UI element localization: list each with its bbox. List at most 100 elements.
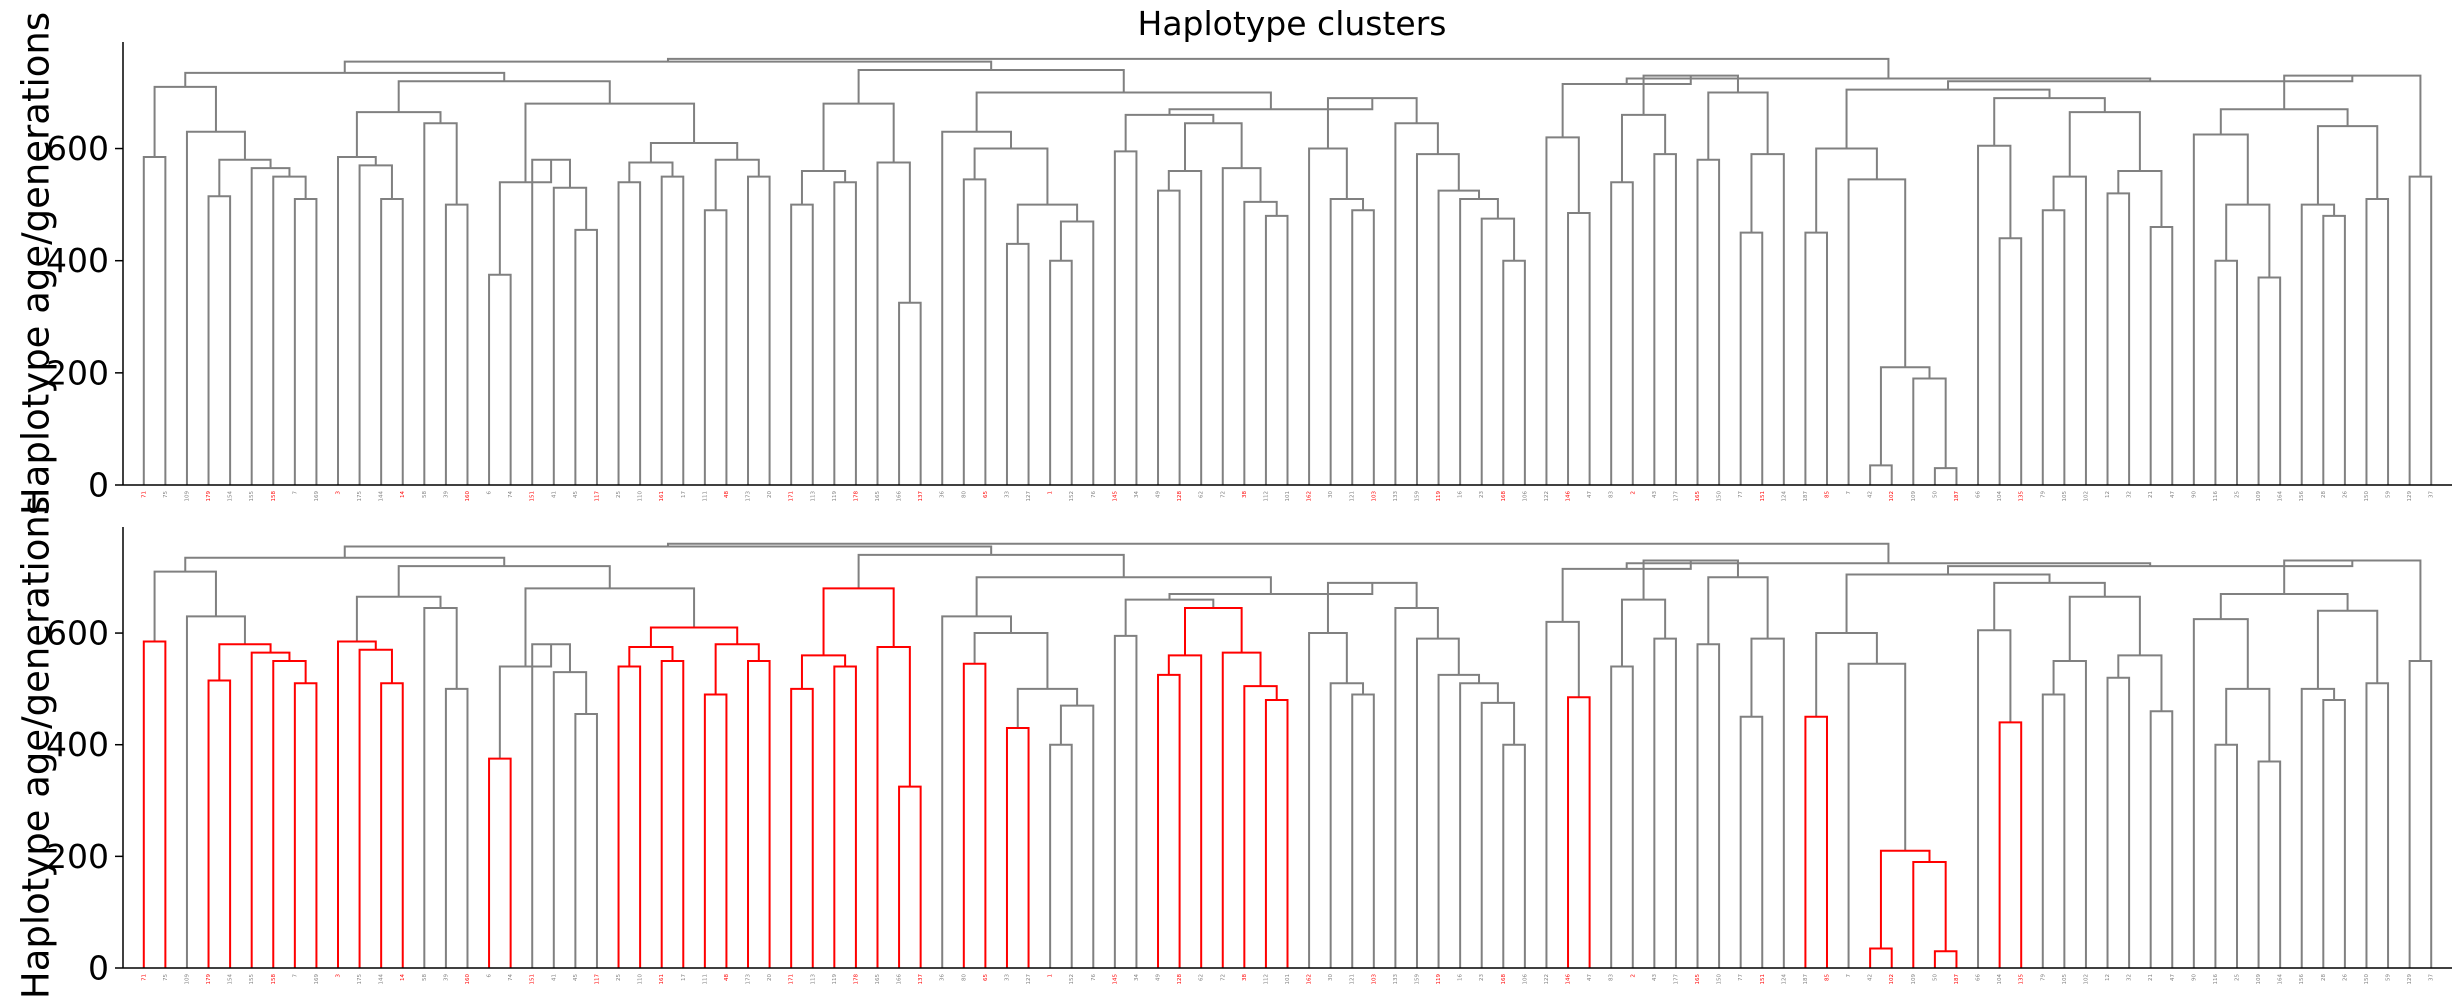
leaf-label: 41	[551, 974, 557, 981]
leaf-label: 116	[2213, 491, 2219, 502]
dendrogram-link	[1243, 200, 1278, 485]
dendrogram-link	[1845, 88, 2051, 149]
leaf-label: 59	[2386, 974, 2392, 981]
dendrogram-link	[628, 161, 674, 183]
leaf-label: 12	[2105, 974, 2111, 981]
dendrogram-link	[250, 167, 291, 485]
leaf-label: 151	[530, 974, 536, 985]
dendrogram-link	[1653, 153, 1677, 485]
dendrogram-link	[2257, 276, 2282, 485]
leaf-label: 14	[400, 974, 406, 981]
dendrogram-link	[2219, 108, 2349, 135]
leaf-label: 25	[616, 974, 622, 981]
dendrogram-link	[660, 175, 685, 485]
dendrogram-link	[1739, 231, 1764, 485]
leaf-label: 37	[2429, 974, 2435, 981]
dendrogram-link	[1016, 687, 1079, 728]
leaf-label: 128	[1177, 974, 1183, 985]
dendrogram-link	[1696, 158, 1721, 485]
leaf-label: 119	[1436, 491, 1442, 502]
leaf-label: 154	[228, 491, 234, 502]
dendrogram-link	[628, 646, 674, 667]
leaf-label: 79	[2040, 491, 2046, 498]
dendrogram-link	[1847, 178, 1907, 485]
leaf-label: 169	[314, 491, 320, 502]
dendrogram-link	[1750, 637, 1785, 968]
dendrogram-link	[1567, 212, 1591, 485]
dendrogram-link	[1168, 582, 1374, 600]
dendrogram-link	[975, 576, 1272, 617]
leaf-label: 145	[1112, 974, 1118, 985]
dendrogram-link	[1005, 242, 1030, 485]
leaf-label: 171	[789, 974, 795, 985]
leaf-label: 156	[2299, 491, 2305, 502]
dendrogram-link	[1168, 98, 1374, 115]
dendrogram-link	[153, 570, 217, 642]
dendrogram-link	[293, 682, 318, 968]
dendrogram-link	[2192, 618, 2249, 968]
leaf-label: 164	[2278, 974, 2284, 985]
dendrogram-link	[2316, 609, 2379, 689]
dendrogram-link	[293, 198, 318, 485]
leaf-label: 79	[2040, 974, 2046, 981]
leaf-label: 50	[1932, 974, 1938, 981]
dendrogram-link	[1157, 673, 1181, 968]
dendrogram-link	[1437, 673, 1481, 968]
leaf-label: 90	[2191, 974, 2197, 981]
leaf-label: 129	[2407, 974, 2413, 985]
leaf-label: 121	[1350, 974, 1356, 985]
y-tick-label: 400	[46, 241, 109, 280]
leaf-label: 119	[832, 491, 838, 502]
dendrogram-link	[355, 595, 442, 642]
leaf-label: 26	[2342, 974, 2348, 981]
dendrogram-link	[1351, 693, 1375, 968]
leaf-label: 117	[594, 491, 600, 502]
leaf-label: 83	[1609, 491, 1615, 498]
dendrogram-link	[2214, 259, 2238, 485]
leaf-label: 7	[292, 491, 298, 495]
dendrogram-link	[1124, 598, 1215, 636]
dendrogram-link	[524, 102, 696, 183]
leaf-label: 103	[1371, 974, 1377, 985]
leaf-label: 110	[638, 974, 644, 985]
leaf-label: 109	[184, 974, 190, 985]
dendrogram-link	[1696, 643, 1721, 968]
leaf-label: 187	[1954, 974, 1960, 985]
dendrogram-link	[857, 69, 1125, 104]
leaf-label: 150	[1717, 974, 1723, 985]
dendrogram-link	[1545, 620, 1580, 968]
dendrogram-link	[962, 662, 987, 968]
leaf-label: 41	[551, 491, 557, 498]
dendrogram-link	[1610, 665, 1634, 968]
dendrogram-link	[1912, 377, 1947, 485]
dendrogram-link	[444, 687, 469, 968]
leaf-label: 12	[2105, 491, 2111, 498]
leaf-label: 177	[1673, 974, 1679, 985]
dendrogram-link	[1642, 559, 1739, 600]
leaf-label: 119	[1436, 974, 1442, 985]
leaf-label: 144	[379, 491, 385, 502]
dendrogram-link	[2041, 209, 2066, 485]
leaf-label: 7	[1846, 491, 1852, 495]
leaf-label: 39	[443, 491, 449, 498]
leaf-label: 164	[2278, 491, 2284, 502]
dendrogram-link	[1049, 259, 1073, 485]
dendrogram-link	[552, 186, 588, 485]
leaf-label: 151	[1760, 974, 1766, 985]
leaf-label: 104	[1997, 491, 2003, 502]
dendrogram-link	[1459, 198, 1499, 485]
dendrogram-link	[800, 654, 847, 689]
dendrogram-link	[1815, 147, 1878, 233]
leaf-label: 165	[875, 974, 881, 985]
chart-title: Haplotype clusters	[1138, 4, 1447, 43]
dendrogram-link	[617, 665, 642, 968]
dendrogram-link	[2365, 198, 2390, 485]
dendrogram-link	[1879, 366, 1931, 466]
leaf-label: 102	[2083, 491, 2089, 502]
leaf-label: 28	[2321, 491, 2327, 498]
dendrogram-link	[2316, 125, 2379, 205]
dendrogram-link	[1016, 203, 1079, 244]
leaf-label: 80	[961, 491, 967, 498]
leaf-label: 85	[1824, 491, 1830, 498]
